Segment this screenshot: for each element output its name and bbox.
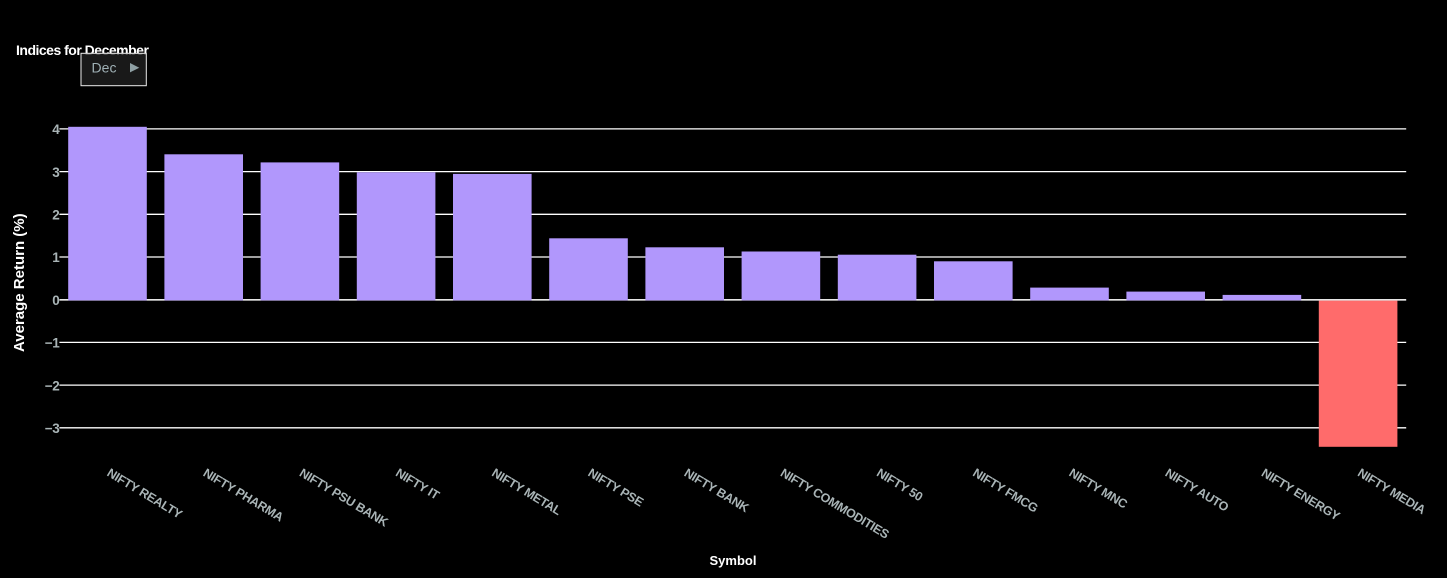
svg-text:2: 2 — [52, 208, 59, 223]
svg-text:Symbol: Symbol — [710, 553, 757, 568]
svg-text:−2: −2 — [45, 378, 60, 393]
svg-text:0: 0 — [52, 293, 59, 308]
svg-text:3: 3 — [52, 165, 60, 180]
svg-text:1: 1 — [52, 250, 60, 265]
svg-text:−3: −3 — [45, 421, 61, 436]
svg-text:Average Return (%): Average Return (%) — [11, 213, 28, 352]
svg-text:−1: −1 — [45, 336, 61, 351]
svg-text:Dec: Dec — [92, 60, 117, 76]
svg-text:4: 4 — [52, 122, 60, 137]
